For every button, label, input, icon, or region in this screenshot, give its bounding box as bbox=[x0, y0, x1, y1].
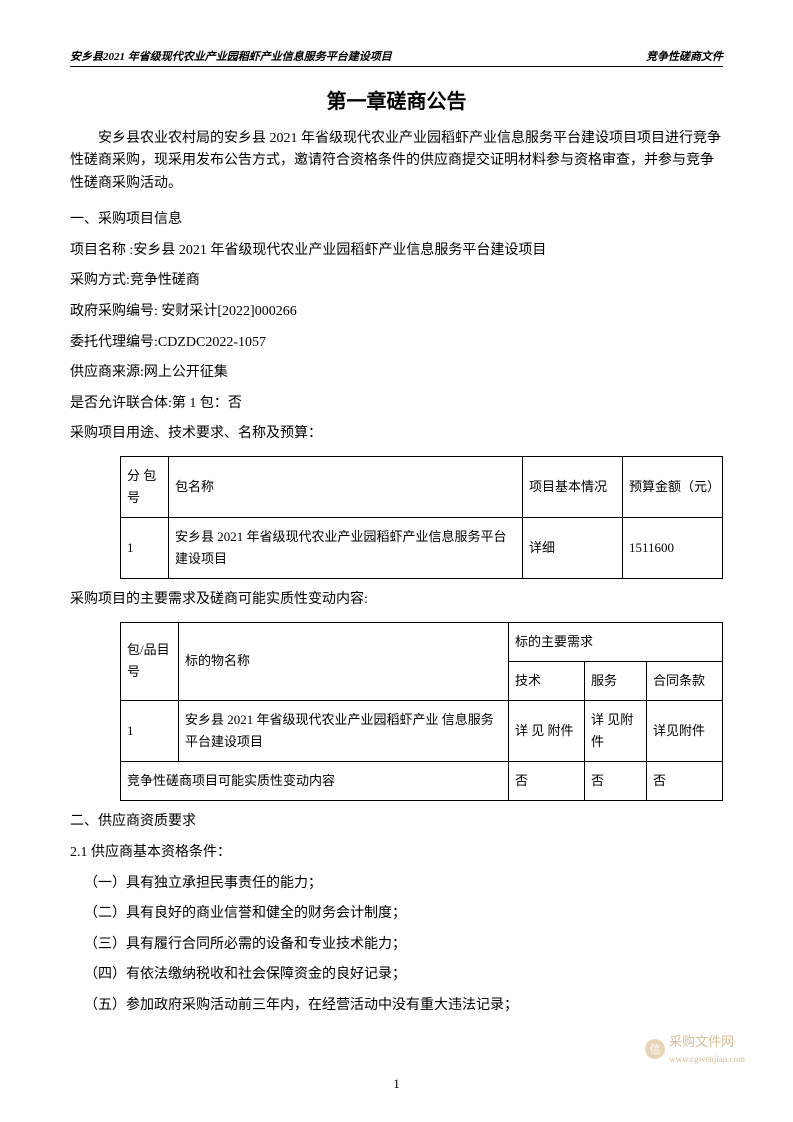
table-row: 1 安乡县 2021 年省级现代农业产业园稻虾产业 信息服务平台建设项目 详 见… bbox=[121, 701, 723, 762]
td-package-no: 1 bbox=[121, 518, 169, 579]
requirement-item: （一）具有独立承担民事责任的能力； bbox=[70, 871, 723, 898]
requirement-item: （五）参加政府采购活动前三年内，在经营活动中没有重大违法记录； bbox=[70, 993, 723, 1020]
th-project-info: 项目基本情况 bbox=[523, 456, 623, 517]
table-row: 1 安乡县 2021 年省级现代农业产业园稻虾产业信息服务平台建设项目 详细 1… bbox=[121, 518, 723, 579]
th-budget: 预算金额（元） bbox=[623, 456, 723, 517]
requirement-item: （二）具有良好的商业信誉和健全的财务会计制度； bbox=[70, 901, 723, 928]
requirements-table: 包/品目号 标的物名称 标的主要需求 技术 服务 合同条款 1 安乡县 2021… bbox=[120, 622, 723, 801]
agent-no-line: 委托代理编号:CDZDC2022-1057 bbox=[70, 330, 723, 357]
header-right: 竞争性磋商文件 bbox=[646, 48, 723, 64]
chapter-title: 第一章磋商公告 bbox=[70, 85, 723, 114]
watermark-url: www.cgwenjian.com bbox=[669, 1054, 745, 1064]
td-package-name: 安乡县 2021 年省级现代农业产业园稻虾产业信息服务平台建设项目 bbox=[169, 518, 523, 579]
th-item-no: 包/品目号 bbox=[121, 622, 179, 700]
running-header: 安乡县2021 年省级现代农业产业园稻虾产业信息服务平台建设项目 竞争性磋商文件 bbox=[70, 48, 723, 67]
section-1-heading: 一、采购项目信息 bbox=[70, 207, 723, 234]
td-item-no: 1 bbox=[121, 701, 179, 762]
th-object-name: 标的物名称 bbox=[179, 622, 509, 700]
use-budget-line: 采购项目用途、技术要求、名称及预算： bbox=[70, 421, 723, 448]
td-change-label: 竞争性磋商项目可能实质性变动内容 bbox=[121, 762, 509, 801]
purchase-method-line: 采购方式:竞争性磋商 bbox=[70, 268, 723, 295]
gov-purchase-no-line: 政府采购编号: 安财采计[2022]000266 bbox=[70, 299, 723, 326]
td-object-name: 安乡县 2021 年省级现代农业产业园稻虾产业 信息服务平台建设项目 bbox=[179, 701, 509, 762]
header-left: 安乡县2021 年省级现代农业产业园稻虾产业信息服务平台建设项目 bbox=[70, 48, 392, 64]
table-row: 竞争性磋商项目可能实质性变动内容 否 否 否 bbox=[121, 762, 723, 801]
td-change-tech: 否 bbox=[509, 762, 585, 801]
package-budget-table: 分 包号 包名称 项目基本情况 预算金额（元） 1 安乡县 2021 年省级现代… bbox=[120, 456, 723, 579]
supplier-source-line: 供应商来源:网上公开征集 bbox=[70, 360, 723, 387]
consortium-line: 是否允许联合体:第 1 包：否 bbox=[70, 391, 723, 418]
th-package-name: 包名称 bbox=[169, 456, 523, 517]
td-change-service: 否 bbox=[585, 762, 647, 801]
table-row: 分 包号 包名称 项目基本情况 预算金额（元） bbox=[121, 456, 723, 517]
section-2-heading: 二、供应商资质要求 bbox=[70, 809, 723, 836]
watermark-text: 采购文件网 bbox=[669, 1034, 734, 1049]
th-service: 服务 bbox=[585, 661, 647, 700]
td-project-info: 详细 bbox=[523, 518, 623, 579]
td-change-contract: 否 bbox=[647, 762, 723, 801]
subsection-2-1: 2.1 供应商基本资格条件： bbox=[70, 840, 723, 867]
th-main-requirements: 标的主要需求 bbox=[509, 622, 723, 661]
td-service: 详 见附件 bbox=[585, 701, 647, 762]
between-tables-line: 采购项目的主要需求及磋商可能实质性变动内容: bbox=[70, 587, 723, 614]
watermark-icon: 信 bbox=[645, 1039, 665, 1059]
th-package-no: 分 包号 bbox=[121, 456, 169, 517]
td-budget: 1511600 bbox=[623, 518, 723, 579]
th-contract: 合同条款 bbox=[647, 661, 723, 700]
page-number: 1 bbox=[393, 1076, 400, 1092]
watermark: 信 采购文件网 www.cgwenjian.com bbox=[645, 1031, 745, 1066]
td-contract: 详见附件 bbox=[647, 701, 723, 762]
table-row: 包/品目号 标的物名称 标的主要需求 bbox=[121, 622, 723, 661]
project-name-line: 项目名称 :安乡县 2021 年省级现代农业产业园稻虾产业信息服务平台建设项目 bbox=[70, 238, 723, 265]
requirement-item: （三）具有履行合同所必需的设备和专业技术能力； bbox=[70, 932, 723, 959]
requirement-item: （四）有依法缴纳税收和社会保障资金的良好记录； bbox=[70, 962, 723, 989]
th-tech: 技术 bbox=[509, 661, 585, 700]
td-tech: 详 见 附件 bbox=[509, 701, 585, 762]
intro-paragraph: 安乡县农业农村局的安乡县 2021 年省级现代农业产业园稻虾产业信息服务平台建设… bbox=[70, 128, 723, 195]
